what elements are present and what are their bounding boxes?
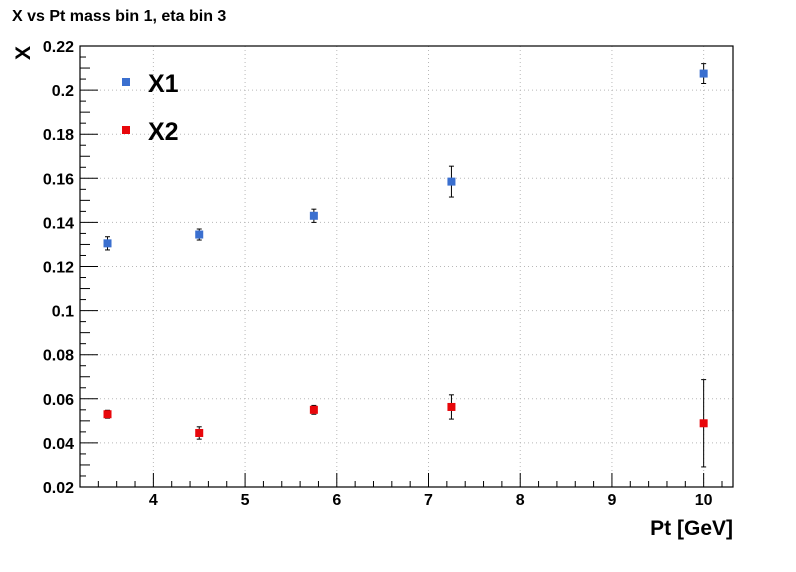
- data-point: [103, 410, 112, 419]
- x-tick-label: 9: [607, 492, 616, 509]
- legend-marker: [122, 126, 130, 134]
- y-tick-label: 0.16: [43, 171, 74, 188]
- x-axis-label: Pt [GeV]: [650, 517, 733, 540]
- y-axis: 0.02 0.04 0.06 0.08 0.1 0.12 0.14 0.16 0.18 0.2 0.…: [43, 39, 98, 497]
- legend: X1 X2: [122, 70, 179, 146]
- data-point: [195, 428, 204, 437]
- x-tick-label: 7: [424, 492, 433, 509]
- chart-title: X vs Pt mass bin 1, eta bin 3: [12, 8, 226, 25]
- legend-marker: [122, 78, 130, 86]
- data-point: [103, 239, 112, 248]
- x-tick-label: 6: [332, 492, 341, 509]
- data-point: [195, 230, 204, 239]
- y-tick-label: 0.04: [43, 436, 74, 453]
- y-tick-label: 0.02: [43, 480, 74, 497]
- plot-frame: [79, 45, 734, 488]
- data-point: [309, 405, 318, 414]
- y-tick-label: 0.06: [43, 392, 74, 409]
- y-tick-label: 0.08: [43, 348, 74, 365]
- grid: [80, 46, 733, 487]
- data-point: [447, 177, 456, 186]
- y-tick-label: 0.12: [43, 260, 74, 277]
- y-tick-label: 0.18: [43, 127, 74, 144]
- x-axis: 4 5 6 7 8 9 10: [79, 473, 723, 509]
- data-point: [309, 211, 318, 220]
- series-x2: [103, 379, 708, 468]
- legend-label: X1: [148, 70, 179, 98]
- y-tick-label: 0.22: [43, 39, 74, 56]
- series-x1: [103, 63, 708, 251]
- x-tick-label: 10: [695, 492, 713, 509]
- data-point: [699, 69, 708, 78]
- data-point: [699, 419, 708, 428]
- y-tick-label: 0.2: [52, 83, 74, 100]
- x-tick-label: 5: [241, 492, 250, 509]
- y-tick-label: 0.14: [43, 215, 74, 232]
- legend-label: X2: [148, 118, 179, 146]
- y-tick-label: 0.1: [52, 304, 74, 321]
- data-point: [447, 402, 456, 411]
- data-series: [103, 63, 708, 468]
- y-axis-label: X: [12, 46, 35, 60]
- x-tick-label: 4: [149, 492, 158, 509]
- x-tick-label: 8: [516, 492, 525, 509]
